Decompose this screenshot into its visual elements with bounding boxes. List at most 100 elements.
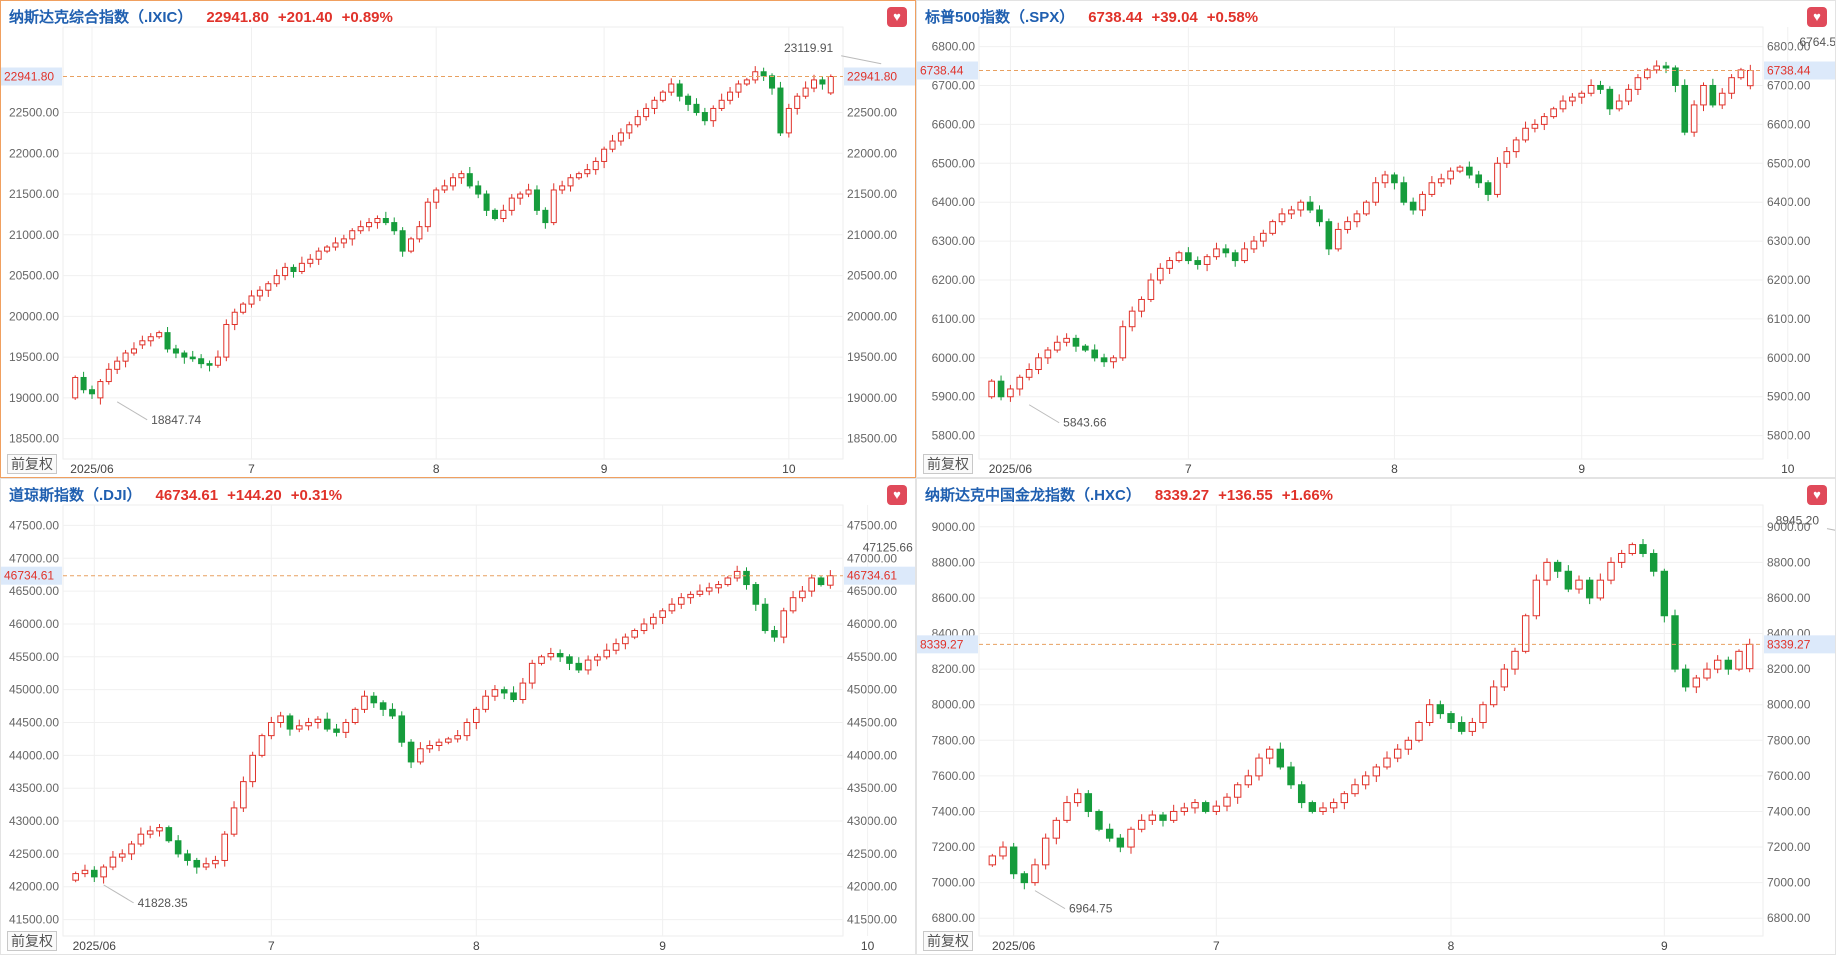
panel-header: 纳斯达克中国金龙指数（.HXC） 8339.27 +136.55 +1.66% <box>925 484 1333 505</box>
candle <box>547 653 555 658</box>
candle <box>771 630 778 638</box>
current-price-label: 8339.27 <box>1767 637 1811 651</box>
heart-icon[interactable]: ♥ <box>1807 485 1827 505</box>
candle <box>626 124 633 134</box>
candle <box>109 856 117 868</box>
candle <box>1213 248 1220 258</box>
index-name: 道琼斯指数（.DJI） <box>9 487 142 504</box>
y-tick-label: 8200.00 <box>1767 662 1811 676</box>
candle <box>1456 166 1464 172</box>
panel-ixic[interactable]: 纳斯达克综合指数（.IXIC） 22941.80 +201.40 +0.89% ♥ 1… <box>0 0 916 478</box>
candle <box>258 735 266 756</box>
candle <box>1119 326 1127 359</box>
candle <box>118 853 126 858</box>
y-tick-label: 47000.00 <box>9 551 59 565</box>
candle <box>556 653 564 658</box>
y-tick-label: 47500.00 <box>847 518 897 532</box>
current-price-label: 22941.80 <box>847 70 897 84</box>
x-tick-label: 2025/06 <box>70 462 114 476</box>
index-change: +136.55 <box>1218 487 1273 504</box>
candle <box>202 863 210 868</box>
candle <box>1428 182 1436 195</box>
candle <box>1692 677 1701 688</box>
candle <box>687 593 694 599</box>
y-tick-label: 8600.00 <box>932 591 976 605</box>
candle <box>424 201 431 228</box>
panel-header: 道琼斯指数（.DJI） 46734.61 +144.20 +0.31% <box>9 484 342 505</box>
panel-hxc[interactable]: 纳斯达克中国金龙指数（.HXC） 8339.27 +136.55 +1.66% ♥ 6… <box>916 478 1836 955</box>
panel-dji[interactable]: 道琼斯指数（.DJI） 46734.61 +144.20 +0.31% ♥ 41500… <box>0 478 916 955</box>
candle <box>1468 722 1477 732</box>
high-label: 23119.91 <box>784 41 833 55</box>
candle <box>407 741 415 763</box>
x-tick-label: 7 <box>268 939 275 953</box>
adjust-mode-button[interactable]: 前复权 <box>923 454 973 474</box>
candle <box>189 356 196 360</box>
candle <box>769 75 776 89</box>
candle <box>988 380 995 398</box>
y-tick-label: 45500.00 <box>847 650 897 664</box>
index-change: +39.04 <box>1151 9 1198 26</box>
candle <box>1681 668 1690 688</box>
candle <box>1016 376 1024 390</box>
panel-header: 纳斯达克综合指数（.IXIC） 22941.80 +201.40 +0.89% <box>9 6 393 27</box>
y-tick-label: 6400.00 <box>932 195 976 209</box>
heart-icon[interactable]: ♥ <box>1807 7 1827 27</box>
candle <box>1391 174 1398 184</box>
candle <box>1489 686 1498 706</box>
current-price-label: 46734.61 <box>847 569 897 583</box>
candle <box>97 381 104 399</box>
candle <box>1475 174 1483 184</box>
candle <box>1447 170 1454 180</box>
heart-icon[interactable]: ♥ <box>887 7 907 27</box>
adjust-mode-button[interactable]: 前复权 <box>923 931 973 951</box>
y-tick-label: 46000.00 <box>9 617 59 631</box>
candle <box>374 218 381 224</box>
candle <box>1250 240 1258 250</box>
candle <box>650 616 657 625</box>
candle <box>298 262 305 272</box>
adjust-mode-button[interactable]: 前复权 <box>7 454 57 474</box>
index-price: 46734.61 <box>155 487 219 504</box>
y-tick-label: 6700.00 <box>1767 78 1811 92</box>
candle <box>1361 775 1370 786</box>
candle <box>1041 837 1050 866</box>
index-change: +201.40 <box>277 9 333 26</box>
candle <box>575 173 582 179</box>
candle <box>676 83 683 97</box>
y-tick-label: 6600.00 <box>1767 117 1811 131</box>
candle <box>999 846 1007 857</box>
candle <box>165 827 173 842</box>
candle <box>466 173 473 187</box>
y-tick-label: 21000.00 <box>847 228 897 242</box>
candle <box>122 352 129 362</box>
y-tick-label: 20000.00 <box>847 309 897 323</box>
heart-icon[interactable]: ♥ <box>887 485 907 505</box>
candle <box>1703 668 1711 679</box>
candle <box>1020 873 1029 884</box>
candle <box>184 853 191 861</box>
candle <box>592 160 599 171</box>
index-change: +144.20 <box>227 487 282 504</box>
y-tick-label: 43000.00 <box>9 814 59 828</box>
candle <box>1147 279 1155 300</box>
candle <box>1709 84 1717 106</box>
candle <box>1607 561 1615 581</box>
candle <box>1690 104 1698 133</box>
y-tick-label: 18500.00 <box>9 432 59 446</box>
candle <box>1511 650 1519 670</box>
candle <box>634 116 641 126</box>
current-price-label: 8339.27 <box>920 637 964 651</box>
y-tick-label: 42000.00 <box>847 880 897 894</box>
panel-spx[interactable]: 标普500指数（.SPX） 6738.44 +39.04 +0.58% ♥ 5800.… <box>916 0 1836 478</box>
x-tick-label: 8 <box>1448 939 1455 953</box>
candle <box>584 169 591 175</box>
candle <box>1745 643 1754 670</box>
x-tick-label: 7 <box>1185 462 1192 476</box>
adjust-mode-button[interactable]: 前复权 <box>7 931 57 951</box>
candle <box>1138 298 1145 312</box>
y-tick-label: 7000.00 <box>932 876 976 890</box>
candle <box>1634 77 1642 90</box>
y-tick-label: 19500.00 <box>9 350 59 364</box>
y-tick-label: 21000.00 <box>9 228 59 242</box>
